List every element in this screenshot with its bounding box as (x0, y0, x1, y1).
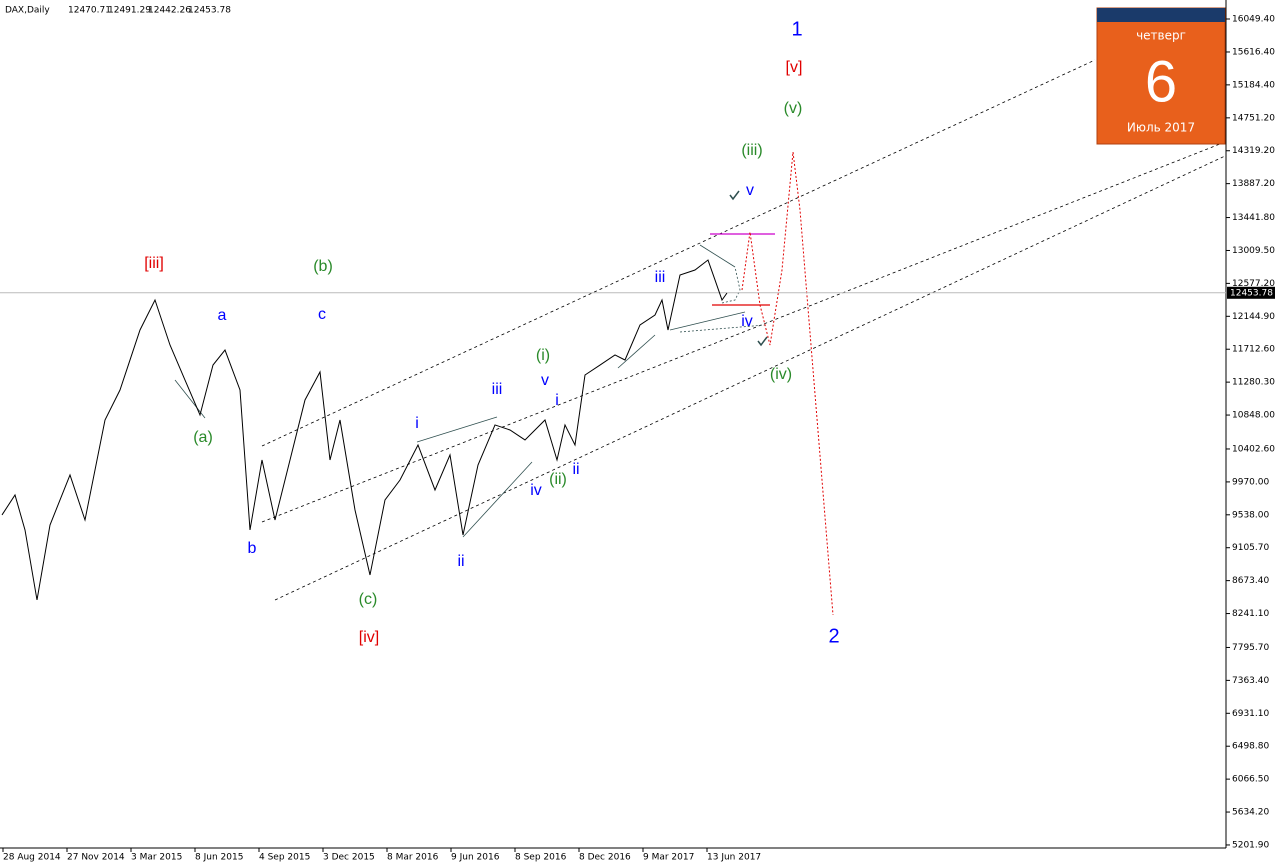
x-tick-label: 4 Sep 2015 (259, 853, 310, 863)
calendar-day: 6 (1145, 49, 1177, 114)
wave-line (174, 379, 206, 419)
calendar-month: Июль 2017 (1127, 121, 1195, 135)
wave-lines (174, 244, 766, 538)
wave-label: (c) (359, 591, 378, 608)
ohlc-value: 12453.78 (188, 6, 231, 16)
x-tick-label: 27 Nov 2014 (67, 853, 125, 863)
check-mark (757, 336, 768, 347)
wave-label: i (555, 392, 559, 409)
wave-label: 2 (828, 625, 839, 647)
check-mark (729, 190, 740, 201)
wave-label: iv (741, 313, 753, 330)
x-tick-label: 9 Jun 2016 (451, 853, 500, 863)
chart-title: DAX,Daily (5, 6, 50, 16)
y-tick-label: 11280.30 (1232, 378, 1275, 388)
forecast-path (741, 151, 834, 616)
y-tick-label: 16049.40 (1232, 15, 1275, 25)
x-tick-label: 3 Mar 2015 (131, 853, 182, 863)
wave-label: iii (492, 381, 503, 398)
wave-label: b (248, 540, 257, 557)
x-tick-label: 8 Dec 2016 (579, 853, 631, 863)
x-tick-label: 28 Aug 2014 (3, 853, 61, 863)
wave-line (462, 461, 533, 538)
y-tick-label: 9970.00 (1232, 477, 1269, 487)
wave-label: a (218, 307, 227, 324)
y-tick-label: 13441.80 (1232, 213, 1275, 223)
x-tick-label: 8 Jun 2015 (195, 853, 243, 863)
wave-line (416, 416, 498, 443)
channels (261, 59, 1226, 601)
y-tick-label: 15184.40 (1232, 80, 1275, 90)
channel-line (274, 155, 1226, 601)
y-tick-label: 13887.20 (1232, 179, 1275, 189)
ohlc-value: 12491.29 (108, 6, 151, 16)
y-tick-label: 14751.20 (1232, 113, 1275, 123)
wave-line (699, 244, 736, 268)
wave-label: c (318, 306, 326, 323)
y-tick-label: 6931.10 (1232, 709, 1269, 719)
x-tick-label: 8 Sep 2016 (515, 853, 567, 863)
forecast-small (721, 266, 741, 304)
wave-label: (iii) (741, 142, 762, 159)
channel-line (261, 141, 1226, 523)
wave-label: (b) (313, 258, 333, 275)
calendar-weekday: четверг (1136, 29, 1186, 43)
y-tick-label: 12577.20 (1232, 279, 1275, 289)
x-tick-label: 3 Dec 2015 (323, 853, 375, 863)
y-tick-label: 8241.10 (1232, 609, 1269, 619)
calendar: четверг 6 Июль 2017 (1096, 7, 1226, 145)
wave-label: ii (457, 553, 464, 570)
y-tick-label: 6066.50 (1232, 775, 1269, 785)
wave-label: i (415, 415, 419, 432)
wave-label: ii (572, 461, 579, 478)
y-tick-label: 9105.70 (1232, 543, 1269, 553)
y-tick-label: 12144.90 (1232, 312, 1275, 322)
y-tick-label: 5634.20 (1232, 808, 1269, 818)
y-tick-label: 6498.80 (1232, 742, 1269, 752)
wave-label: (iv) (770, 366, 792, 383)
wave-line (617, 334, 656, 369)
wave-label: 1 (791, 18, 802, 40)
wave-label: [v] (786, 59, 803, 76)
x-tick-label: 13 Jun 2017 (707, 853, 761, 863)
y-tick-label: 11712.60 (1232, 345, 1275, 355)
y-tick-label: 5201.90 (1232, 840, 1269, 850)
wave-label: [iv] (359, 629, 379, 646)
x-tick-label: 8 Mar 2016 (387, 853, 439, 863)
ohlc-value: 12442.26 (148, 6, 191, 16)
wave-label: iii (655, 269, 666, 286)
wave-label: (a) (193, 429, 213, 446)
last-price-box (1227, 286, 1275, 299)
wave-label: iv (530, 482, 542, 499)
wave-line (669, 311, 746, 331)
price-line (1, 259, 728, 601)
wave-label: v (746, 182, 754, 199)
wave-label: [iii] (144, 255, 164, 272)
y-tick-label: 7795.70 (1232, 643, 1269, 653)
y-tick-label: 9538.00 (1232, 510, 1269, 520)
last-price-label: 12453.78 (1230, 288, 1273, 298)
calendar-rings (1097, 8, 1225, 22)
y-tick-label: 14319.20 (1232, 146, 1275, 156)
y-tick-label: 13009.50 (1232, 246, 1275, 256)
ohlc-value: 12470.71 (68, 6, 111, 16)
wave-label: v (541, 372, 549, 389)
wave-label: (i) (536, 347, 550, 364)
x-tick-label: 9 Mar 2017 (643, 853, 694, 863)
y-tick-label: 8673.40 (1232, 576, 1269, 586)
y-tick-label: 10402.60 (1232, 444, 1275, 454)
wave-label: (ii) (549, 471, 567, 488)
y-tick-label: 10848.00 (1232, 411, 1275, 421)
y-tick-label: 7363.40 (1232, 676, 1269, 686)
y-tick-label: 15616.40 (1232, 47, 1275, 57)
wave-label: (v) (784, 100, 803, 117)
